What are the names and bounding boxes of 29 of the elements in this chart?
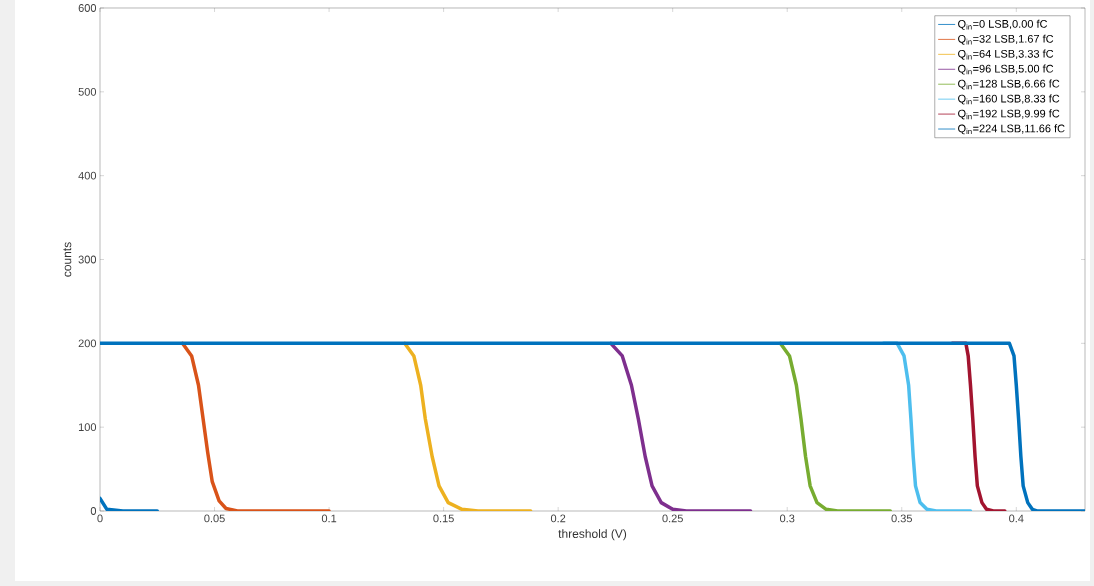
- legend-label: Q$_{in}$=32 LSB,1.67 fC: [958, 34, 1054, 45]
- x-tick-label: 0.3: [780, 514, 795, 523]
- legend-label: Q$_{in}$=96 LSB,5.00 fC: [958, 64, 1054, 75]
- x-tick-label: 0.05: [204, 514, 225, 523]
- y-axis-title: counts: [63, 242, 72, 277]
- line-series: [778, 341, 893, 511]
- line-series: [100, 341, 1086, 511]
- x-tick-label: 0.15: [433, 514, 454, 523]
- legend-label: Q$_{in}$=224 LSB,11.66 fC: [958, 124, 1065, 135]
- x-tick-label: 0.35: [891, 514, 912, 523]
- y-tick-label: 100: [78, 423, 97, 432]
- legend-label: Q$_{in}$=128 LSB,6.66 fC: [958, 79, 1060, 90]
- x-tick-label: 0.4: [1009, 514, 1024, 523]
- x-tick-label: 0.25: [662, 514, 683, 523]
- y-tick-label: 200: [78, 339, 97, 348]
- x-tick-label: 0: [97, 514, 103, 523]
- y-tick-label: 400: [78, 171, 97, 180]
- y-tick-label: 300: [78, 255, 97, 264]
- line-series: [180, 341, 331, 511]
- x-tick-label: 0.1: [321, 514, 337, 523]
- x-axis-title: threshold (V): [558, 529, 627, 541]
- legend-label: Q$_{in}$=64 LSB,3.33 fC: [958, 49, 1054, 60]
- legend-label: Q$_{in}$=0 LSB,0.00 fC: [958, 19, 1048, 30]
- y-tick-label: 0: [90, 507, 97, 515]
- y-tick-label: 600: [78, 4, 97, 12]
- x-tick-label: 0.2: [550, 514, 566, 523]
- legend-label: Q$_{in}$=192 LSB,9.99 fC: [958, 109, 1060, 120]
- y-tick-label: 500: [78, 87, 97, 96]
- legend-label: Q$_{in}$=160 LSB,8.33 fC: [958, 94, 1060, 105]
